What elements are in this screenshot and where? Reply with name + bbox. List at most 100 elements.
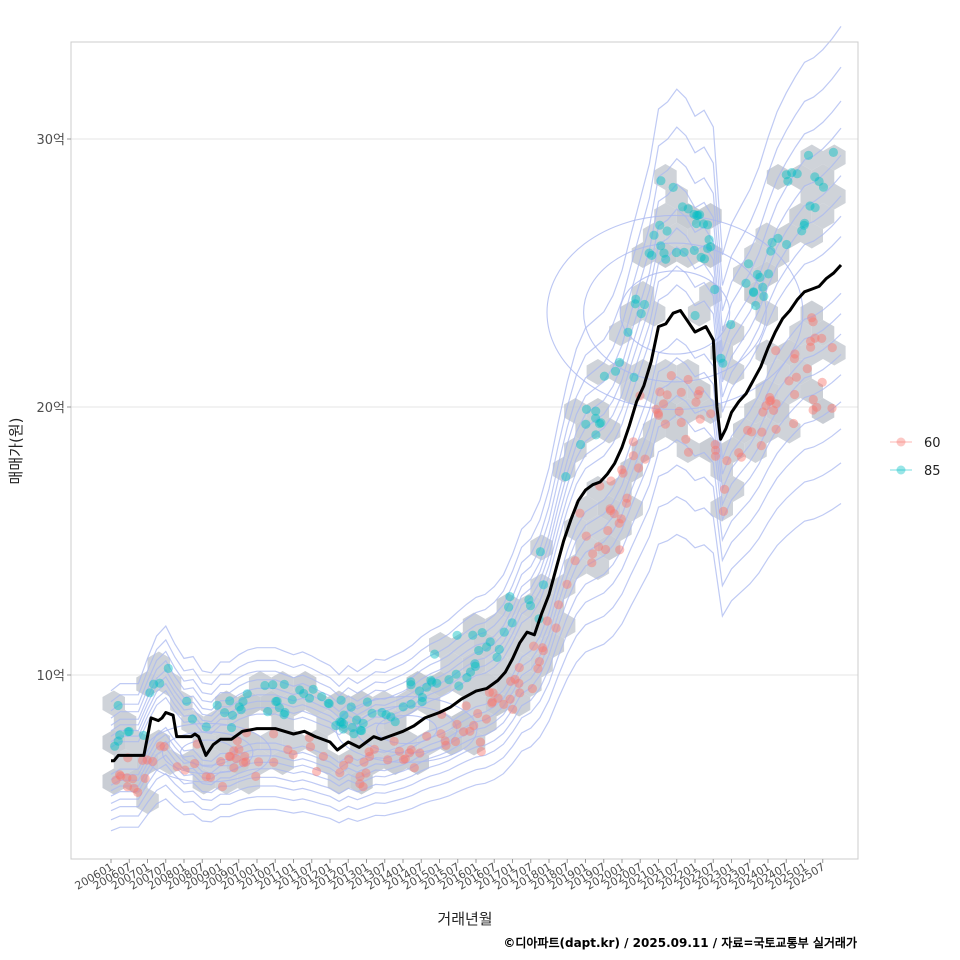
point-60-47: [406, 745, 416, 755]
contour-line-6: [110, 175, 842, 732]
contour-line-10: [110, 127, 842, 719]
point-85-216: [462, 673, 472, 683]
hex-bin-19: [237, 729, 261, 756]
point-60-309: [251, 771, 261, 782]
point-85-154: [766, 246, 776, 256]
point-85-274: [299, 688, 309, 699]
point-60-348: [609, 509, 619, 519]
trend-line: [111, 263, 843, 763]
point-60-65: [365, 751, 375, 762]
point-60-245: [148, 756, 158, 767]
hex-bin-44: [395, 729, 418, 756]
point-85-153: [308, 684, 318, 694]
y-axis-title: 매매가(원): [7, 418, 25, 485]
point-60-46: [653, 410, 664, 420]
point-85-128: [452, 630, 462, 640]
point-60-321: [488, 688, 498, 698]
point-60-336: [458, 727, 469, 737]
point-60-266: [389, 736, 399, 746]
point-60-327: [660, 419, 671, 429]
legend-item-85[interactable]: 85: [890, 464, 941, 479]
point-60-355: [695, 414, 705, 424]
point-60-18: [605, 504, 615, 514]
hex-bin-177: [823, 339, 846, 366]
point-60-150: [111, 775, 121, 785]
point-60-172: [653, 408, 663, 418]
point-60-41: [542, 616, 552, 626]
point-60-254: [122, 782, 133, 792]
point-85-66: [295, 685, 305, 695]
point-85-236: [279, 710, 289, 720]
point-60-121: [802, 364, 812, 374]
point-60-206: [628, 437, 638, 447]
point-85-122: [631, 294, 641, 304]
point-85-135: [417, 692, 427, 703]
point-60-280: [722, 456, 732, 466]
point-85-86: [406, 677, 416, 687]
point-60-26: [369, 744, 379, 754]
point-60-21: [640, 454, 650, 464]
point-85-50: [656, 241, 666, 251]
point-60-346: [499, 699, 509, 710]
point-85-20: [406, 699, 416, 709]
panel-border: [70, 41, 859, 860]
hex-bin-71: [597, 534, 621, 561]
hex-bin-130: [687, 300, 711, 327]
point-60-195: [634, 463, 644, 473]
point-60-267: [676, 417, 686, 428]
point-85-331: [702, 220, 713, 230]
point-60-207: [710, 451, 721, 461]
point-60-313: [719, 484, 730, 494]
point-85-91: [524, 595, 534, 605]
point-60-226: [603, 526, 613, 536]
hex-bin-3: [485, 690, 508, 717]
point-60-301: [674, 406, 684, 416]
legend-item-60[interactable]: 60: [890, 436, 941, 451]
point-85-116: [800, 218, 810, 228]
point-60-61: [487, 697, 497, 707]
point-85-62: [430, 649, 440, 659]
point-85-354: [767, 237, 777, 248]
point-60-155: [514, 678, 524, 689]
point-60-37: [718, 506, 729, 516]
hex-bin-47: [654, 242, 677, 268]
point-85-166: [591, 406, 601, 416]
hex-bin-49: [113, 710, 137, 736]
point-60-189: [216, 757, 226, 767]
point-85-89: [504, 602, 514, 612]
caption: ©디아파트(dapt.kr) / 2025.09.11 / 자료=국토교통부 실…: [503, 935, 857, 950]
point-85-253: [280, 707, 290, 718]
y-axis-ticks: 10억 20억 30억: [36, 133, 71, 684]
hex-bin-138: [800, 183, 823, 210]
hex-bin-91: [620, 495, 643, 522]
point-60-299: [601, 544, 611, 555]
point-85-74: [773, 233, 783, 243]
point-60-87: [398, 755, 409, 765]
point-85-127: [755, 272, 765, 282]
contour-line-15: [110, 462, 842, 821]
point-60-334: [808, 317, 818, 327]
point-60-187: [662, 390, 672, 400]
point-60-190: [440, 736, 450, 746]
contour-line-0: [110, 236, 842, 748]
point-85-38: [492, 652, 502, 663]
point-60-108: [484, 687, 494, 698]
point-85-291: [748, 287, 759, 298]
hex-bin-94: [215, 768, 238, 795]
point-85-228: [751, 300, 761, 311]
hex-bin-185: [823, 144, 846, 171]
hex-bin-112: [485, 612, 508, 639]
point-60-229: [481, 714, 491, 724]
point-60-102: [436, 729, 446, 739]
point-85-15: [323, 698, 333, 708]
point-85-109: [238, 696, 248, 707]
contour-line-17: [110, 503, 842, 832]
point-85-175: [260, 680, 270, 691]
point-85-165: [683, 204, 693, 214]
point-60-12: [771, 346, 781, 356]
point-85-260: [346, 702, 356, 712]
point-85-204: [201, 722, 211, 732]
point-60-114: [217, 781, 228, 792]
hex-bin-106: [586, 554, 610, 580]
point-60-307: [452, 719, 462, 730]
